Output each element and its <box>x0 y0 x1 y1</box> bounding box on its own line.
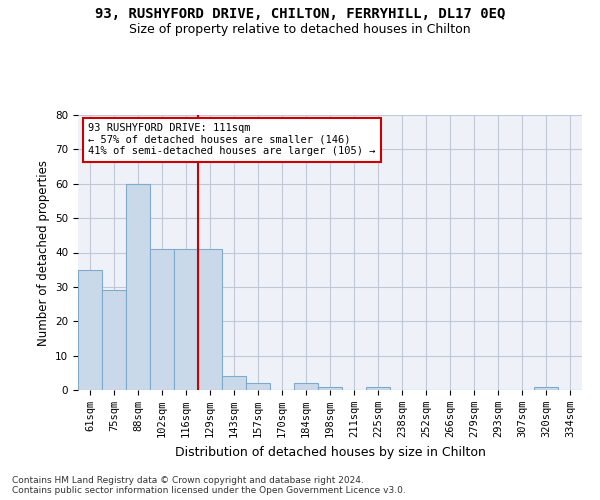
Bar <box>366 386 390 390</box>
Bar <box>246 383 270 390</box>
Bar <box>198 249 222 390</box>
Bar <box>318 386 342 390</box>
Bar <box>222 376 246 390</box>
Bar <box>174 249 198 390</box>
Text: 93, RUSHYFORD DRIVE, CHILTON, FERRYHILL, DL17 0EQ: 93, RUSHYFORD DRIVE, CHILTON, FERRYHILL,… <box>95 8 505 22</box>
Text: Contains HM Land Registry data © Crown copyright and database right 2024.
Contai: Contains HM Land Registry data © Crown c… <box>12 476 406 495</box>
Y-axis label: Number of detached properties: Number of detached properties <box>37 160 50 346</box>
X-axis label: Distribution of detached houses by size in Chilton: Distribution of detached houses by size … <box>175 446 485 458</box>
Bar <box>102 290 126 390</box>
Bar <box>126 184 150 390</box>
Bar <box>150 249 174 390</box>
Bar <box>78 270 102 390</box>
Bar <box>534 386 558 390</box>
Text: Size of property relative to detached houses in Chilton: Size of property relative to detached ho… <box>129 22 471 36</box>
Text: 93 RUSHYFORD DRIVE: 111sqm
← 57% of detached houses are smaller (146)
41% of sem: 93 RUSHYFORD DRIVE: 111sqm ← 57% of deta… <box>88 123 376 156</box>
Bar <box>294 383 318 390</box>
